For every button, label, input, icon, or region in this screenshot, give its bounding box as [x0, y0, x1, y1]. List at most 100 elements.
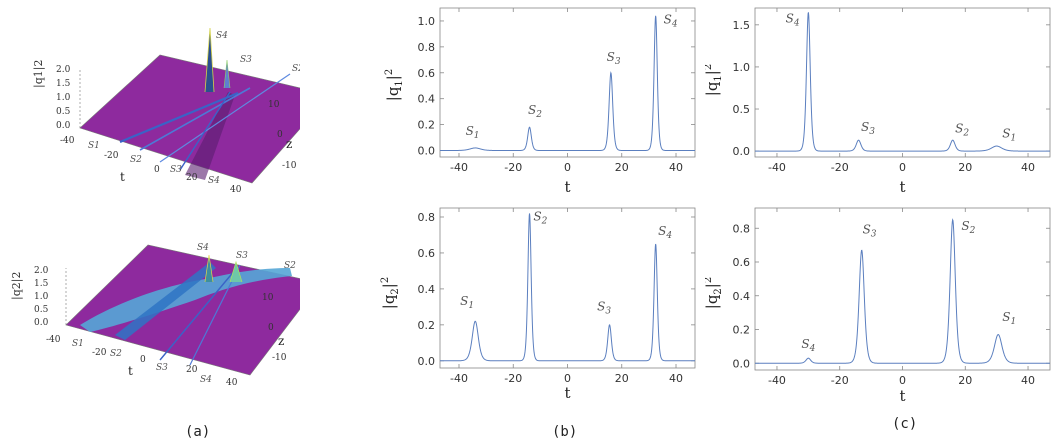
- x-tick-label: -20: [831, 161, 849, 174]
- base-label: S1: [72, 339, 84, 349]
- peak-label: S2: [292, 64, 300, 74]
- x-tick-label: 0: [564, 161, 571, 174]
- y-tick-label: 0.0: [733, 357, 751, 370]
- chart-c-bottom: -40 -20 0 20 40 0.0 0.2 0.4 0.6 0.8 S4 S3 S2 S1 t |q2|2: [705, 207, 1051, 403]
- base-label: S1: [88, 141, 100, 151]
- peak-label: S1: [466, 124, 480, 141]
- ztick: 0: [277, 130, 283, 140]
- y-tick-label: 0.6: [418, 67, 436, 80]
- peak-label: S4: [786, 11, 800, 28]
- ztick: -10: [272, 353, 287, 363]
- y-axis-label: |q2|2: [705, 277, 724, 309]
- x-tick-label: 40: [1021, 374, 1035, 387]
- tick: 0: [154, 165, 160, 175]
- ztick: 1.0: [56, 93, 71, 103]
- y-tick-label: 0.8: [418, 41, 436, 54]
- y-axis-label: |q1|2: [705, 64, 724, 96]
- peak-label: S1: [1002, 127, 1016, 144]
- ztick: 2.0: [34, 266, 49, 276]
- ztick: 0.0: [56, 121, 71, 131]
- x-tick-label: -40: [450, 161, 468, 174]
- soliton-trail: [159, 269, 236, 361]
- soliton-trail: [179, 91, 231, 171]
- peak-label: S1: [460, 294, 474, 311]
- tick: -20: [104, 151, 119, 161]
- y-tick-label: 0.4: [418, 283, 436, 296]
- caption-a: (a): [185, 424, 211, 440]
- y-tick-label: 0.6: [733, 256, 751, 269]
- tick: 0: [140, 355, 146, 365]
- soliton-trail: [139, 87, 251, 151]
- ztick: -10: [282, 161, 297, 171]
- peak-label: S2: [528, 103, 542, 120]
- y-tick-label: 1.0: [418, 15, 436, 28]
- ztick: 0: [268, 323, 274, 333]
- x-tick-label: 20: [958, 161, 972, 174]
- ztick: 0.5: [56, 107, 71, 117]
- y-tick-label: 0.0: [418, 145, 436, 158]
- z-axis-label: z: [286, 137, 292, 151]
- soliton-trail: [119, 91, 239, 144]
- x-axis-label: t: [899, 178, 905, 196]
- peak-label: S2: [955, 122, 969, 139]
- y-tick-label: 0.5: [733, 103, 751, 116]
- peak-label: S3: [236, 251, 248, 261]
- chart-b-top: -40 -20 0 20 40 0.0 0.2 0.4 0.6 0.8 1.0 S1 S2 S3 S4 t |q…: [384, 7, 696, 196]
- y-axis-label: |q1|2: [384, 69, 405, 101]
- surface-plot-q2: |q2|2 2.0 1.5 1.0 0.5 0.0 -40 -20 0 20 4…: [10, 243, 300, 388]
- tick: 20: [186, 365, 198, 375]
- base-label: S2: [110, 349, 122, 359]
- y-tick-label: 1.5: [733, 19, 751, 32]
- peak-label: S2: [284, 261, 296, 271]
- ztick: 10: [268, 100, 280, 110]
- soliton-trail: [159, 73, 291, 163]
- plot-frame: [754, 207, 1051, 371]
- peak-label: S3: [607, 50, 621, 67]
- x-axis-label: t: [564, 178, 570, 196]
- tick: -40: [46, 335, 61, 345]
- ztick: 2.0: [56, 65, 71, 75]
- t-axis-label: t: [128, 364, 133, 378]
- x-axis-label: t: [899, 387, 905, 403]
- y-tick-label: 0.4: [733, 290, 751, 303]
- peak-label: S3: [861, 120, 875, 137]
- x-tick-label: -20: [504, 161, 522, 174]
- peak-label: S3: [597, 299, 611, 316]
- peak-label: S3: [863, 222, 877, 239]
- tick: 40: [226, 378, 238, 388]
- x-tick-label: 0: [899, 374, 906, 387]
- x-tick-label: 20: [958, 374, 972, 387]
- x-tick-label: -40: [768, 374, 786, 387]
- peak-label: S2: [533, 210, 547, 227]
- base-label: S4: [200, 375, 212, 385]
- ztick: 0.0: [34, 318, 49, 328]
- peak-label: S4: [216, 31, 228, 41]
- intensity-curve: [755, 218, 1050, 364]
- tick: 40: [230, 185, 242, 195]
- t-axis-label: t: [120, 170, 125, 184]
- soliton-ridge: [115, 262, 216, 340]
- x-tick-label: 20: [615, 161, 629, 174]
- y-axis-label: |q2|2: [380, 277, 401, 309]
- soliton-spike: [223, 59, 231, 89]
- soliton-spike: [204, 27, 215, 93]
- surface-plot-q1: |q1|2 2.0 1.5 1.0 0.5 0.0 -40 -20 0 20 4…: [32, 27, 300, 195]
- ztick: 1.5: [34, 279, 49, 289]
- y-tick-label: 0.0: [733, 145, 751, 158]
- x-tick-label: -20: [504, 372, 522, 385]
- ztick: 10: [262, 293, 274, 303]
- intensity-curve: [440, 15, 695, 152]
- surface-plane: [79, 54, 300, 184]
- chart-c-top: -40 -20 0 20 40 0.0 0.5 1.0 1.5 S4 S3 S2 S1 t |q1|2: [705, 7, 1051, 196]
- tick: 20: [186, 173, 198, 183]
- chart-b-bottom: -40 -20 0 20 40 0.0 0.2 0.4 0.6 0.8 S1 S2 S3 S4 t |q2|2: [380, 207, 696, 402]
- peak-label: S3: [240, 55, 252, 65]
- intensity-curve: [755, 12, 1050, 152]
- x-tick-label: -20: [831, 374, 849, 387]
- base-label: S3: [156, 363, 168, 373]
- soliton-spike: [229, 260, 243, 283]
- peak-label: S2: [961, 219, 975, 236]
- y-tick-label: 0.8: [733, 222, 751, 235]
- z-axis-label: z: [278, 334, 284, 348]
- zlabel: |q2|2: [10, 272, 24, 300]
